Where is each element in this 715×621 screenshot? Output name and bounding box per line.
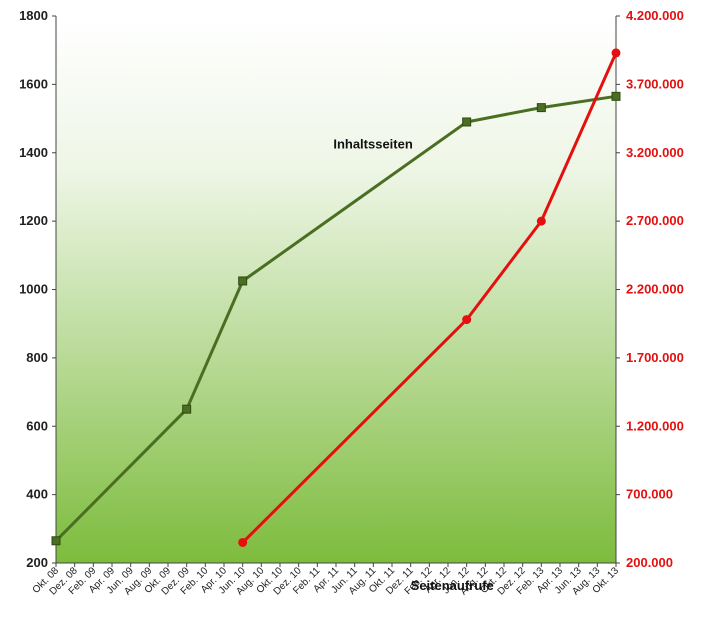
left-tick-label: 600 xyxy=(26,418,48,433)
data-point-seitenaufrufe xyxy=(238,537,248,547)
left-tick-label: 400 xyxy=(26,487,48,502)
data-point-seitenaufrufe xyxy=(462,315,472,325)
left-tick-label: 200 xyxy=(26,555,48,570)
right-tick-label: 2.700.000 xyxy=(626,213,684,228)
left-tick-label: 800 xyxy=(26,350,48,365)
data-point-seitenaufrufe xyxy=(611,48,621,58)
left-axis-ticks: 200 400 600 800 1000 1200 1400 1600 1800 xyxy=(19,8,56,570)
data-point-inhaltsseiten xyxy=(51,536,61,546)
series-label-seitenaufrufe: Seitenaufrufe xyxy=(411,578,494,593)
right-tick-label: 700.000 xyxy=(626,487,673,502)
series-line-seitenaufrufe xyxy=(241,52,618,544)
right-tick-label: 1.700.000 xyxy=(626,350,684,365)
right-tick-label: 2.200.000 xyxy=(626,282,684,297)
right-axis-ticks: 200.000 700.000 1.200.000 1.700.000 2.200.00… xyxy=(616,8,684,570)
series-labels: Inhaltsseiten Seitenaufrufe xyxy=(333,137,493,593)
left-tick-label: 1600 xyxy=(19,76,48,91)
right-tick-label: 200.000 xyxy=(626,555,673,570)
series-line-inhaltsseiten xyxy=(54,94,617,542)
right-tick-label: 3.700.000 xyxy=(626,76,684,91)
right-tick-label: 4.200.000 xyxy=(626,8,684,23)
data-point-seitenaufrufe xyxy=(536,216,546,226)
left-tick-label: 1800 xyxy=(19,8,48,23)
left-tick-label: 1200 xyxy=(19,213,48,228)
right-tick-label: 3.200.000 xyxy=(626,145,684,160)
series-layer xyxy=(51,48,621,547)
data-point-inhaltsseiten xyxy=(182,404,192,414)
data-point-inhaltsseiten xyxy=(238,276,248,286)
data-point-inhaltsseiten xyxy=(536,103,546,113)
plot-area xyxy=(56,16,616,563)
data-point-inhaltsseiten xyxy=(462,117,472,127)
series-label-inhaltsseiten: Inhaltsseiten xyxy=(333,137,413,152)
data-point-inhaltsseiten xyxy=(611,91,621,101)
left-tick-label: 1400 xyxy=(19,145,48,160)
right-tick-label: 1.200.000 xyxy=(626,418,684,433)
left-tick-label: 1000 xyxy=(19,282,48,297)
